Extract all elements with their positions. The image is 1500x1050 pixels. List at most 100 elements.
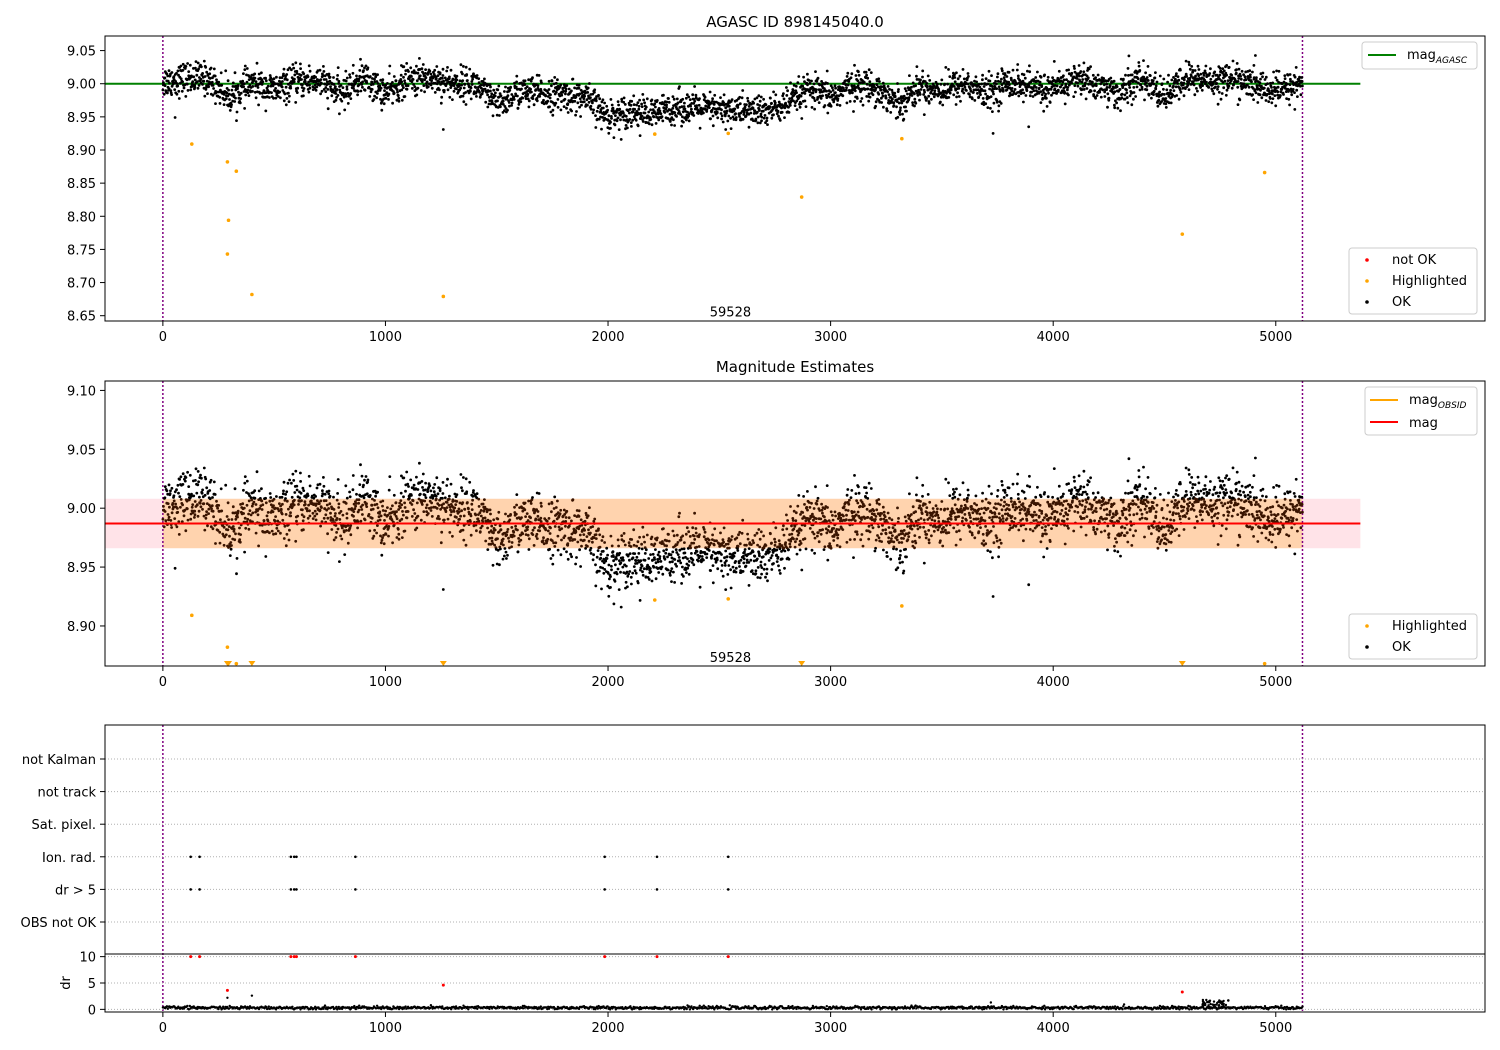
ok-point: [434, 494, 438, 498]
ok-point: [551, 553, 555, 557]
ok-point: [268, 74, 272, 77]
ok-point: [846, 83, 850, 87]
ok-point: [319, 499, 323, 503]
ok-point: [434, 497, 438, 501]
ok-point: [568, 539, 572, 542]
ok-point: [546, 529, 550, 533]
ok-point: [441, 67, 445, 71]
ok-point: [540, 81, 543, 84]
ok-point: [535, 99, 539, 103]
ok-point: [272, 504, 275, 508]
ok-point: [282, 489, 285, 493]
ok-point: [387, 534, 390, 538]
ok-point: [292, 80, 296, 84]
ok-point: [242, 82, 246, 86]
ok-point: [1113, 90, 1117, 94]
ok-point: [1063, 91, 1067, 94]
ok-point: [521, 96, 525, 100]
ok-point: [657, 107, 661, 110]
ok-point: [598, 97, 602, 101]
ok-point: [242, 72, 245, 75]
ok-point: [913, 97, 917, 101]
ok-point: [260, 487, 263, 491]
ok-point: [260, 499, 264, 503]
ok-point: [381, 509, 385, 512]
ok-point: [351, 71, 355, 75]
ok-point: [605, 104, 609, 108]
ok-point: [446, 517, 450, 521]
ok-point: [1005, 75, 1009, 78]
ok-point: [161, 88, 165, 92]
ok-point: [335, 531, 338, 534]
ok-point: [351, 488, 355, 492]
ok-point: [415, 79, 419, 83]
ok-point: [403, 79, 406, 83]
ok-point: [270, 91, 273, 94]
ok-point: [1079, 92, 1083, 96]
ok-point: [1234, 71, 1238, 75]
ok-point: [497, 84, 501, 88]
ok-point: [199, 505, 203, 509]
ok-point: [255, 470, 259, 474]
ok-point: [529, 516, 532, 520]
ok-point: [268, 78, 272, 82]
ok-point: [489, 89, 492, 93]
ok-point: [1251, 93, 1254, 96]
ok-point: [441, 481, 445, 484]
ok-point: [469, 89, 472, 93]
panel-agasc: AGASC ID 898145040.0 0 1000 2000 3000 4000 50…: [67, 13, 1486, 345]
ok-point: [402, 65, 406, 69]
ok-point: [228, 98, 231, 101]
ok-point: [165, 489, 169, 493]
ok-point: [1182, 81, 1186, 85]
ok-point: [308, 484, 312, 488]
ok-point: [250, 498, 254, 502]
ok-point: [667, 97, 670, 100]
ok-point: [313, 514, 317, 518]
ok-point: [445, 506, 449, 509]
ok-point: [926, 74, 930, 78]
ok-point: [617, 128, 621, 132]
ok-point: [1146, 79, 1150, 82]
ok-point: [299, 73, 303, 77]
ok-point: [961, 87, 965, 91]
ok-point: [181, 483, 185, 486]
ok-point: [576, 101, 580, 105]
ok-point: [448, 75, 451, 79]
ok-point: [507, 536, 510, 540]
ok-point: [444, 84, 448, 87]
ok-point: [562, 547, 566, 551]
ok-point: [211, 527, 215, 531]
ok-point: [987, 69, 991, 73]
ok-point: [1283, 77, 1287, 80]
ok-point: [556, 78, 559, 82]
ok-point: [395, 517, 399, 521]
ok-point: [188, 473, 192, 477]
ok-point: [831, 89, 835, 92]
ok-point: [525, 85, 529, 89]
ok-point: [594, 126, 598, 129]
ok-point: [361, 85, 364, 89]
ok-point: [477, 77, 481, 80]
ok-point: [327, 82, 330, 86]
ok-point: [245, 479, 249, 483]
ok-point: [927, 101, 931, 105]
ok-point: [352, 86, 355, 90]
ok-point: [459, 514, 462, 518]
ok-point: [429, 509, 433, 512]
ok-point: [503, 547, 507, 550]
ok-point: [592, 108, 595, 112]
ok-point: [578, 92, 582, 96]
ok-point: [447, 497, 451, 501]
ok-point: [606, 108, 609, 112]
ok-point: [1011, 68, 1015, 72]
ok-point: [203, 493, 207, 497]
ok-point: [577, 515, 581, 518]
ok-point: [643, 111, 647, 115]
ok-point: [266, 84, 270, 88]
ok-point: [261, 80, 265, 84]
ok-point: [386, 82, 389, 85]
ok-point: [1187, 60, 1191, 64]
ok-point: [1167, 73, 1170, 77]
ok-point: [230, 518, 234, 521]
